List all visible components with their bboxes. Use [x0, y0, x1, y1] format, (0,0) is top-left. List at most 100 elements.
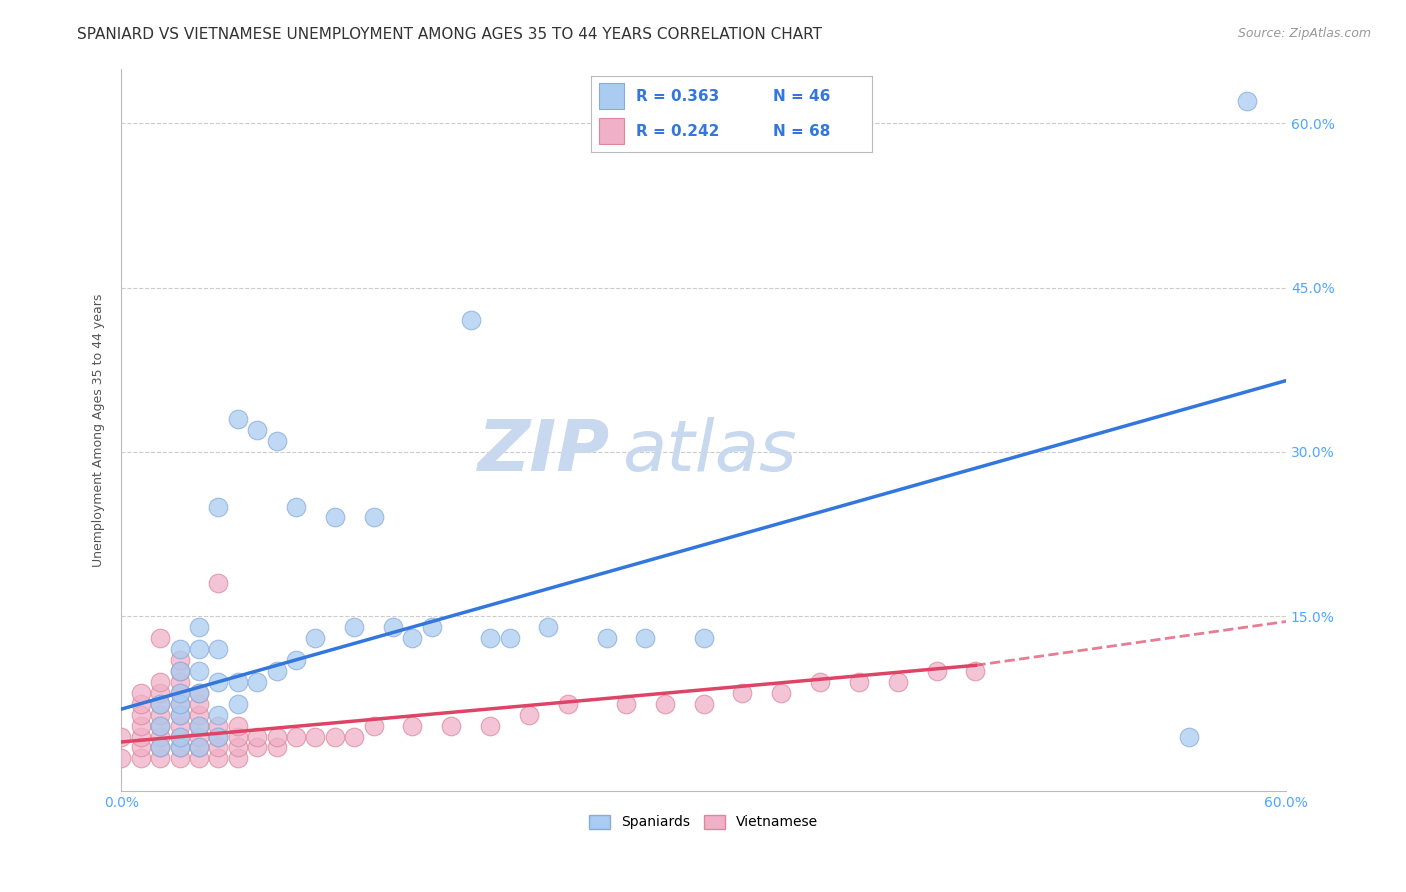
Point: [965, 664, 987, 678]
Text: R = 0.363: R = 0.363: [636, 89, 718, 103]
Point: [149, 674, 172, 689]
Point: [149, 697, 172, 711]
Point: [129, 718, 152, 732]
Point: [808, 674, 831, 689]
Point: [129, 697, 152, 711]
Point: [188, 697, 211, 711]
Point: [207, 751, 229, 765]
Point: [440, 718, 463, 732]
Point: [848, 674, 870, 689]
Point: [479, 631, 502, 645]
Text: SPANIARD VS VIETNAMESE UNEMPLOYMENT AMONG AGES 35 TO 44 YEARS CORRELATION CHART: SPANIARD VS VIETNAMESE UNEMPLOYMENT AMON…: [77, 27, 823, 42]
Point: [226, 697, 249, 711]
Point: [169, 664, 191, 678]
Point: [557, 697, 579, 711]
Point: [149, 730, 172, 744]
Point: [149, 751, 172, 765]
Text: N = 68: N = 68: [773, 124, 831, 138]
Point: [692, 697, 714, 711]
FancyBboxPatch shape: [599, 84, 624, 109]
Point: [285, 653, 308, 667]
Point: [169, 730, 191, 744]
Legend: Spaniards, Vietnamese: Spaniards, Vietnamese: [583, 809, 824, 835]
Point: [207, 718, 229, 732]
Point: [304, 631, 326, 645]
Point: [226, 740, 249, 755]
Point: [266, 740, 288, 755]
Point: [285, 500, 308, 514]
Text: Source: ZipAtlas.com: Source: ZipAtlas.com: [1237, 27, 1371, 40]
Point: [169, 707, 191, 722]
Point: [654, 697, 676, 711]
Point: [887, 674, 910, 689]
Point: [129, 686, 152, 700]
Point: [207, 641, 229, 656]
Point: [304, 730, 326, 744]
Point: [169, 718, 191, 732]
Point: [382, 620, 405, 634]
Point: [110, 751, 132, 765]
Point: [188, 718, 211, 732]
Point: [285, 730, 308, 744]
Point: [207, 500, 229, 514]
Point: [129, 751, 152, 765]
Point: [149, 718, 172, 732]
Point: [188, 730, 211, 744]
Point: [169, 740, 191, 755]
Point: [343, 620, 366, 634]
Point: [188, 751, 211, 765]
Point: [207, 730, 229, 744]
Point: [692, 631, 714, 645]
Point: [188, 740, 211, 755]
Point: [226, 718, 249, 732]
Point: [266, 730, 288, 744]
Point: [401, 631, 423, 645]
Point: [537, 620, 560, 634]
Point: [169, 686, 191, 700]
Point: [207, 730, 229, 744]
Point: [246, 423, 269, 437]
Point: [207, 576, 229, 591]
Point: [207, 674, 229, 689]
Point: [188, 718, 211, 732]
Point: [188, 707, 211, 722]
Point: [149, 697, 172, 711]
Point: [498, 631, 520, 645]
Point: [169, 697, 191, 711]
Point: [207, 707, 229, 722]
Point: [246, 674, 269, 689]
FancyBboxPatch shape: [599, 119, 624, 144]
Point: [401, 718, 423, 732]
Point: [925, 664, 948, 678]
Point: [246, 730, 269, 744]
Point: [1236, 95, 1258, 109]
Point: [634, 631, 657, 645]
Point: [323, 510, 346, 524]
Point: [169, 674, 191, 689]
Point: [363, 718, 385, 732]
Point: [770, 686, 793, 700]
Text: ZIP: ZIP: [478, 417, 610, 486]
Point: [226, 730, 249, 744]
Point: [363, 510, 385, 524]
Point: [479, 718, 502, 732]
Point: [246, 740, 269, 755]
Point: [266, 434, 288, 448]
Point: [323, 730, 346, 744]
Point: [129, 730, 152, 744]
Point: [188, 686, 211, 700]
Point: [149, 631, 172, 645]
Point: [226, 412, 249, 426]
Text: R = 0.242: R = 0.242: [636, 124, 718, 138]
Point: [226, 674, 249, 689]
Point: [149, 707, 172, 722]
Point: [169, 697, 191, 711]
Point: [169, 707, 191, 722]
Point: [110, 730, 132, 744]
Point: [169, 730, 191, 744]
Point: [420, 620, 443, 634]
Point: [169, 686, 191, 700]
Point: [266, 664, 288, 678]
Point: [169, 641, 191, 656]
Point: [129, 707, 152, 722]
